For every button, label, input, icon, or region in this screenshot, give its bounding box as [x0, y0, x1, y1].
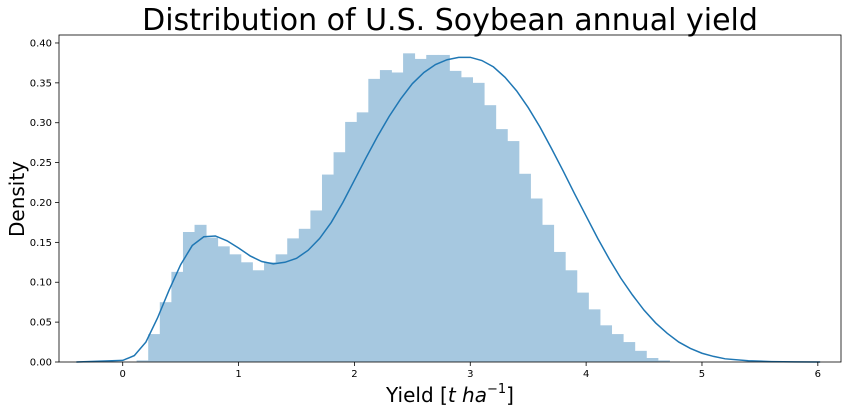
histogram-bar: [588, 309, 601, 362]
histogram-bar: [229, 254, 242, 362]
histogram-bar: [136, 360, 149, 362]
histogram-bar: [449, 70, 462, 362]
y-tick-label: 0.00: [30, 358, 52, 369]
histogram-bar: [518, 173, 531, 362]
histogram-bar: [356, 112, 369, 362]
x-tick-label: 3: [467, 369, 473, 380]
histogram-bar: [437, 54, 450, 362]
histogram-bar: [217, 246, 230, 362]
x-tick-label: 0: [120, 369, 126, 380]
histogram-bar: [623, 342, 636, 362]
kde-curve: [76, 56, 821, 363]
y-axis-label: Density: [5, 161, 29, 237]
histogram-bar: [275, 254, 288, 362]
histogram-bar: [657, 360, 670, 362]
histogram-bars: [136, 53, 670, 363]
x-axis-ticks: 0 1 2 3 4 5 6: [120, 362, 821, 380]
y-tick-label: 0.10: [30, 278, 52, 289]
y-tick-label: 0.20: [30, 198, 52, 209]
histogram-bar: [171, 271, 184, 362]
histogram-bar: [391, 72, 404, 363]
histogram-bar: [414, 58, 427, 363]
histogram-bar: [530, 198, 543, 362]
histogram-bar: [634, 350, 647, 362]
histogram-bar: [461, 77, 473, 363]
x-tick-label: 2: [351, 369, 357, 380]
histogram-bar: [553, 251, 566, 362]
histogram-bar: [600, 325, 613, 362]
x-tick-label: 6: [815, 369, 821, 380]
y-axis-ticks: 0.00 0.05 0.10 0.15 0.20 0.25 0.30 0.35 0.40: [30, 38, 59, 369]
histogram-bar: [182, 232, 195, 362]
histogram-bar: [148, 334, 161, 362]
histogram-bar: [495, 129, 508, 362]
plot-frame: [58, 34, 842, 363]
histogram-bar: [345, 121, 358, 363]
histogram-bar: [298, 228, 311, 362]
histogram-bar: [379, 70, 392, 362]
histogram-bar: [321, 174, 334, 362]
histogram-bar: [206, 237, 219, 362]
x-tick-label: 4: [583, 369, 589, 380]
y-tick-label: 0.15: [30, 238, 52, 249]
histogram-bar: [240, 262, 253, 362]
x-tick-label: 1: [235, 369, 241, 380]
x-axis-label: Yield [t ha−1]: [385, 382, 514, 407]
x-tick-label: 5: [699, 369, 705, 380]
histogram-bar: [159, 302, 172, 362]
histogram-bar: [287, 238, 300, 362]
x-axis-label-exponent: −1: [487, 382, 506, 397]
x-axis-label-unit: t ha: [448, 383, 487, 407]
histogram-bar: [194, 224, 207, 362]
histogram-bar: [646, 358, 659, 362]
histogram-bar: [403, 53, 416, 363]
histogram-bar: [333, 152, 346, 362]
y-tick-label: 0.30: [30, 118, 52, 129]
histogram-bar: [576, 292, 589, 362]
chart-title: Distribution of U.S. Soybean annual yiel…: [142, 3, 758, 38]
histogram-bar: [426, 54, 439, 362]
histogram-bar: [264, 262, 277, 362]
histogram-bar: [484, 105, 497, 362]
histogram-bar: [611, 334, 624, 362]
histogram-bar: [507, 141, 520, 362]
y-tick-label: 0.40: [30, 38, 52, 49]
histogram-bar: [310, 210, 323, 362]
y-tick-label: 0.25: [30, 158, 52, 169]
x-axis-label-suffix: ]: [506, 383, 514, 407]
y-tick-label: 0.05: [30, 318, 52, 329]
x-axis-label-prefix: Yield [: [385, 383, 448, 407]
histogram-bar: [368, 78, 381, 363]
histogram-bar: [252, 270, 265, 362]
y-tick-label: 0.35: [30, 78, 52, 89]
histogram-bar: [565, 270, 578, 362]
histogram-bar: [472, 82, 485, 362]
histogram-bar: [542, 224, 555, 362]
